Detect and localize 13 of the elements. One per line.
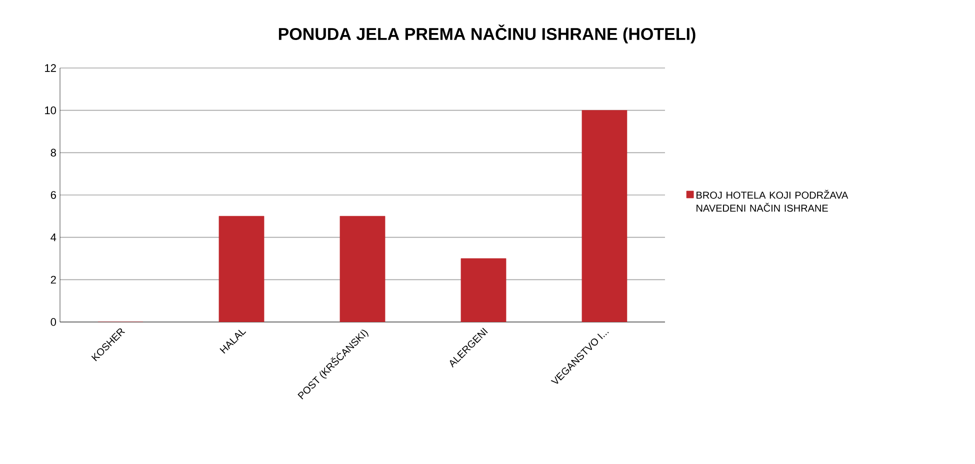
y-tick-label: 8 [50, 148, 56, 157]
bar [340, 216, 386, 322]
bar [218, 216, 264, 322]
bar [582, 110, 628, 322]
legend-label: BROJ HOTELA KOJI PODRŽAVA NAVEDENI NAČIN ISHRANE [696, 190, 848, 212]
y-tick-label: 2 [50, 276, 56, 284]
y-tick-label: 10 [45, 106, 56, 114]
chart-title: PONUDA JELA PREMA NAČINU ISHRANE (HOTELI) [278, 24, 696, 44]
y-tick-label: 12 [45, 64, 56, 72]
y-tick-label: 4 [50, 234, 56, 242]
bar [460, 258, 506, 322]
y-tick-label: 6 [50, 191, 56, 199]
y-tick-label: 0 [50, 318, 56, 326]
